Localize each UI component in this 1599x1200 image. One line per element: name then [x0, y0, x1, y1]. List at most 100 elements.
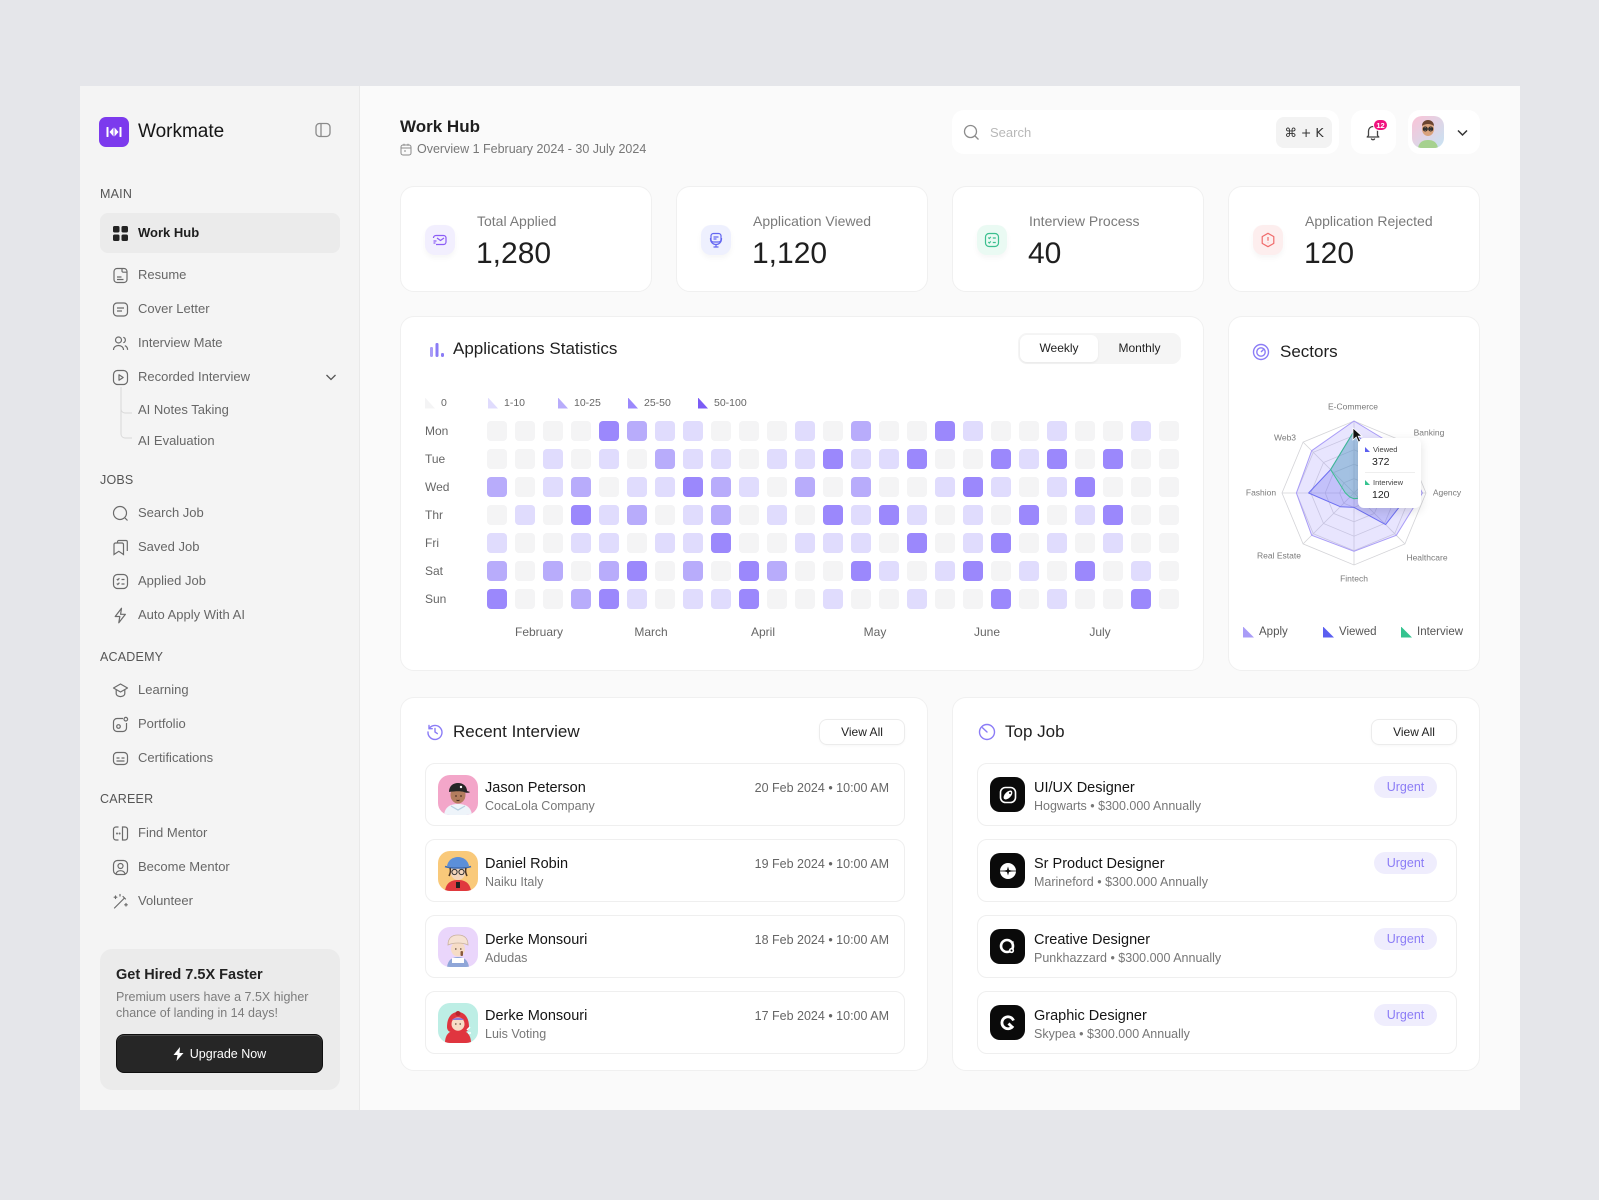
heatmap-cell[interactable]: [1131, 449, 1151, 469]
sidebar-item-volunteer[interactable]: Volunteer: [100, 886, 340, 916]
heatmap-cell[interactable]: [543, 589, 563, 609]
heatmap-cell[interactable]: [767, 533, 787, 553]
heatmap-cell[interactable]: [851, 533, 871, 553]
chevron-down-icon[interactable]: [324, 370, 338, 384]
heatmap-cell[interactable]: [599, 421, 619, 441]
heatmap-cell[interactable]: [599, 505, 619, 525]
heatmap-cell[interactable]: [515, 449, 535, 469]
heatmap-cell[interactable]: [823, 505, 843, 525]
sidebar-item-search-job[interactable]: Search Job: [100, 498, 340, 528]
heatmap-cell[interactable]: [683, 589, 703, 609]
heatmap-cell[interactable]: [767, 505, 787, 525]
heatmap-cell[interactable]: [963, 449, 983, 469]
heatmap-cell[interactable]: [1019, 477, 1039, 497]
heatmap-cell[interactable]: [627, 505, 647, 525]
notifications-button[interactable]: 12: [1351, 110, 1396, 154]
heatmap-cell[interactable]: [795, 449, 815, 469]
heatmap-cell[interactable]: [907, 533, 927, 553]
workmate-logo[interactable]: [99, 117, 129, 147]
heatmap-cell[interactable]: [655, 421, 675, 441]
heatmap-cell[interactable]: [487, 561, 507, 581]
heatmap-cell[interactable]: [879, 561, 899, 581]
job-list-item[interactable]: UI/UX Designer Hogwarts • $300.000 Annua…: [977, 763, 1457, 826]
heatmap-cell[interactable]: [683, 421, 703, 441]
heatmap-cell[interactable]: [1075, 589, 1095, 609]
heatmap-cell[interactable]: [1131, 533, 1151, 553]
sidebar-item-auto-apply-with-ai[interactable]: Auto Apply With AI: [100, 600, 340, 630]
sidebar-subitem-ai-evaluation[interactable]: AI Evaluation: [100, 426, 340, 456]
heatmap-cell[interactable]: [963, 477, 983, 497]
heatmap-cell[interactable]: [683, 449, 703, 469]
heatmap-cell[interactable]: [935, 505, 955, 525]
heatmap-cell[interactable]: [1075, 505, 1095, 525]
heatmap-cell[interactable]: [935, 561, 955, 581]
heatmap-cell[interactable]: [823, 533, 843, 553]
heatmap-cell[interactable]: [711, 533, 731, 553]
heatmap-cell[interactable]: [655, 505, 675, 525]
heatmap-cell[interactable]: [627, 533, 647, 553]
heatmap-cell[interactable]: [963, 533, 983, 553]
heatmap-cell[interactable]: [571, 505, 591, 525]
heatmap-cell[interactable]: [571, 421, 591, 441]
heatmap-cell[interactable]: [1075, 449, 1095, 469]
interview-list-item[interactable]: Daniel Robin Naiku Italy 19 Feb 2024 • 1…: [425, 839, 905, 902]
heatmap-cell[interactable]: [1103, 421, 1123, 441]
heatmap-cell[interactable]: [627, 449, 647, 469]
heatmap-cell[interactable]: [1075, 477, 1095, 497]
heatmap-cell[interactable]: [823, 589, 843, 609]
heatmap-cell[interactable]: [739, 477, 759, 497]
tab-weekly[interactable]: Weekly: [1020, 335, 1098, 362]
heatmap-cell[interactable]: [1019, 505, 1039, 525]
heatmap-cell[interactable]: [1047, 421, 1067, 441]
heatmap-cell[interactable]: [627, 477, 647, 497]
heatmap-cell[interactable]: [515, 533, 535, 553]
heatmap-cell[interactable]: [879, 421, 899, 441]
view-all-button[interactable]: View All: [1371, 719, 1457, 745]
heatmap-cell[interactable]: [1159, 561, 1179, 581]
interview-list-item[interactable]: Jason Peterson CocaLola Company 20 Feb 2…: [425, 763, 905, 826]
heatmap-cell[interactable]: [1159, 477, 1179, 497]
sidebar-item-become-mentor[interactable]: Become Mentor: [100, 852, 340, 882]
heatmap-cell[interactable]: [627, 589, 647, 609]
heatmap-cell[interactable]: [571, 449, 591, 469]
heatmap-cell[interactable]: [823, 561, 843, 581]
heatmap-cell[interactable]: [1103, 449, 1123, 469]
heatmap-cell[interactable]: [1047, 449, 1067, 469]
heatmap-cell[interactable]: [1103, 589, 1123, 609]
sidebar-item-resume[interactable]: Resume: [100, 260, 340, 290]
heatmap-cell[interactable]: [487, 589, 507, 609]
heatmap-cell[interactable]: [879, 449, 899, 469]
heatmap-cell[interactable]: [571, 589, 591, 609]
heatmap-cell[interactable]: [991, 421, 1011, 441]
heatmap-cell[interactable]: [515, 421, 535, 441]
heatmap-cell[interactable]: [851, 505, 871, 525]
legend-item-apply[interactable]: Apply: [1243, 626, 1288, 638]
heatmap-cell[interactable]: [1131, 561, 1151, 581]
upgrade-now-button[interactable]: Upgrade Now: [116, 1034, 323, 1073]
heatmap-cell[interactable]: [627, 421, 647, 441]
heatmap-cell[interactable]: [935, 421, 955, 441]
heatmap-cell[interactable]: [907, 449, 927, 469]
heatmap-cell[interactable]: [1075, 561, 1095, 581]
heatmap-cell[interactable]: [767, 477, 787, 497]
heatmap-cell[interactable]: [907, 421, 927, 441]
stat-card-interview-process[interactable]: Interview Process 40: [952, 186, 1204, 292]
heatmap-cell[interactable]: [711, 561, 731, 581]
heatmap-cell[interactable]: [963, 505, 983, 525]
heatmap-cell[interactable]: [795, 533, 815, 553]
heatmap-cell[interactable]: [543, 449, 563, 469]
legend-item-interview[interactable]: Interview: [1401, 626, 1463, 638]
heatmap-cell[interactable]: [907, 589, 927, 609]
heatmap-cell[interactable]: [935, 589, 955, 609]
heatmap-cell[interactable]: [795, 505, 815, 525]
heatmap-cell[interactable]: [963, 561, 983, 581]
heatmap-cell[interactable]: [1047, 533, 1067, 553]
heatmap-cell[interactable]: [739, 533, 759, 553]
heatmap-cell[interactable]: [487, 449, 507, 469]
heatmap-cell[interactable]: [543, 533, 563, 553]
heatmap-cell[interactable]: [823, 449, 843, 469]
heatmap-cell[interactable]: [1103, 477, 1123, 497]
heatmap-cell[interactable]: [907, 561, 927, 581]
legend-item-viewed[interactable]: Viewed: [1323, 626, 1377, 638]
heatmap-cell[interactable]: [823, 421, 843, 441]
